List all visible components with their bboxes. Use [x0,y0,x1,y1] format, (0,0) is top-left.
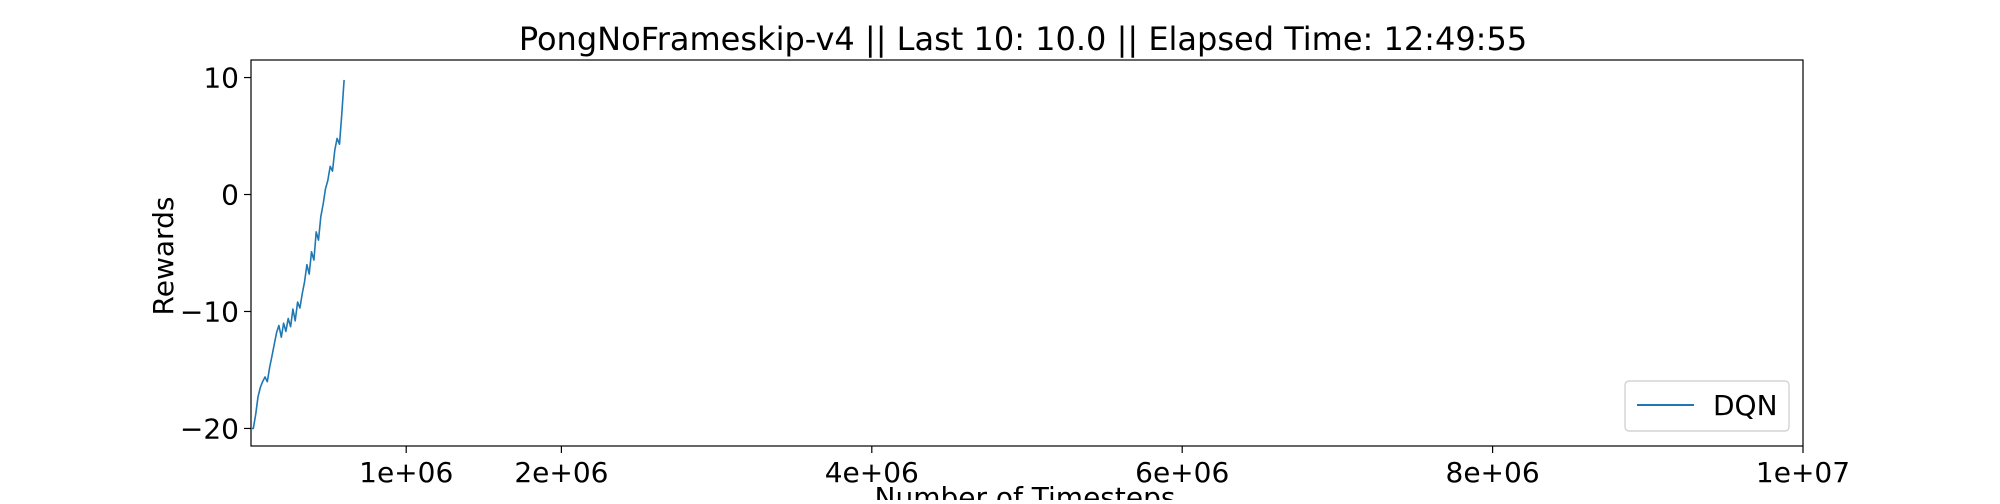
x-tick-label: 4e+06 [825,456,919,489]
chart-title: PongNoFrameskip-v4 || Last 10: 10.0 || E… [519,20,1527,58]
y-tick-label: 0 [221,179,239,212]
x-axis-label: Number of Timesteps [875,481,1176,500]
legend: DQN [1624,380,1790,432]
plot-area [250,59,1804,447]
x-tick-label: 1e+06 [359,456,453,489]
y-axis-ticks: 10 0 −10 −20 [180,62,251,445]
x-tick-label: 2e+06 [514,456,608,489]
x-tick-label: 1e+07 [1756,456,1850,489]
series-lines [251,79,345,430]
y-tick-label: 10 [203,62,239,95]
legend-label: DQN [1713,389,1778,422]
y-tick-label: −10 [180,295,239,328]
series-line-dqn [251,79,345,430]
y-tick-label: −20 [180,412,239,445]
x-tick-label: 8e+06 [1446,456,1540,489]
y-axis-label: Rewards [147,197,180,316]
x-tick-label: 6e+06 [1135,456,1229,489]
x-axis-ticks: 1e+06 2e+06 4e+06 6e+06 8e+06 1e+07 [359,446,1850,489]
legend-box [1624,380,1790,432]
